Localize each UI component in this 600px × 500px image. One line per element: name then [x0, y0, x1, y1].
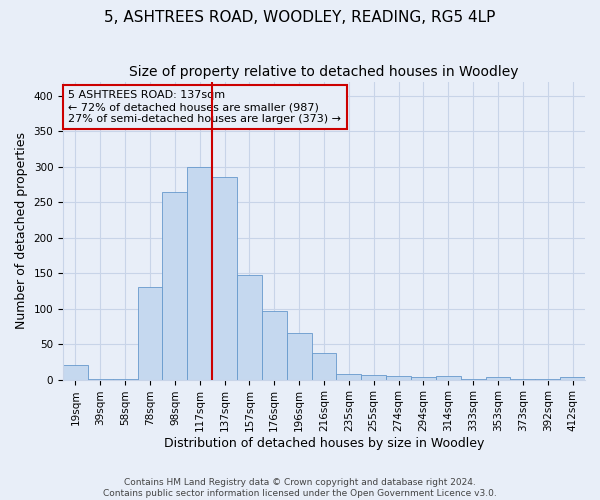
Bar: [212, 178, 237, 380]
Title: Size of property relative to detached houses in Woodley: Size of property relative to detached ho…: [129, 65, 519, 79]
Bar: [485, 377, 511, 380]
Text: 5 ASHTREES ROAD: 137sqm
← 72% of detached houses are smaller (987)
27% of semi-d: 5 ASHTREES ROAD: 137sqm ← 72% of detache…: [68, 90, 341, 124]
Bar: [436, 376, 461, 380]
Bar: [337, 374, 361, 380]
Text: 5, ASHTREES ROAD, WOODLEY, READING, RG5 4LP: 5, ASHTREES ROAD, WOODLEY, READING, RG5 …: [104, 10, 496, 25]
Bar: [88, 379, 113, 380]
Text: Contains HM Land Registry data © Crown copyright and database right 2024.
Contai: Contains HM Land Registry data © Crown c…: [103, 478, 497, 498]
Bar: [137, 288, 163, 380]
Y-axis label: Number of detached properties: Number of detached properties: [15, 132, 28, 329]
Bar: [237, 276, 262, 380]
Bar: [163, 192, 187, 380]
Bar: [386, 376, 411, 380]
Bar: [560, 378, 585, 380]
X-axis label: Distribution of detached houses by size in Woodley: Distribution of detached houses by size …: [164, 437, 484, 450]
Bar: [63, 366, 88, 380]
Bar: [361, 376, 386, 380]
Bar: [511, 379, 535, 380]
Bar: [311, 354, 337, 380]
Bar: [113, 379, 137, 380]
Bar: [461, 379, 485, 380]
Bar: [535, 379, 560, 380]
Bar: [187, 166, 212, 380]
Bar: [287, 334, 311, 380]
Bar: [411, 377, 436, 380]
Bar: [262, 311, 287, 380]
